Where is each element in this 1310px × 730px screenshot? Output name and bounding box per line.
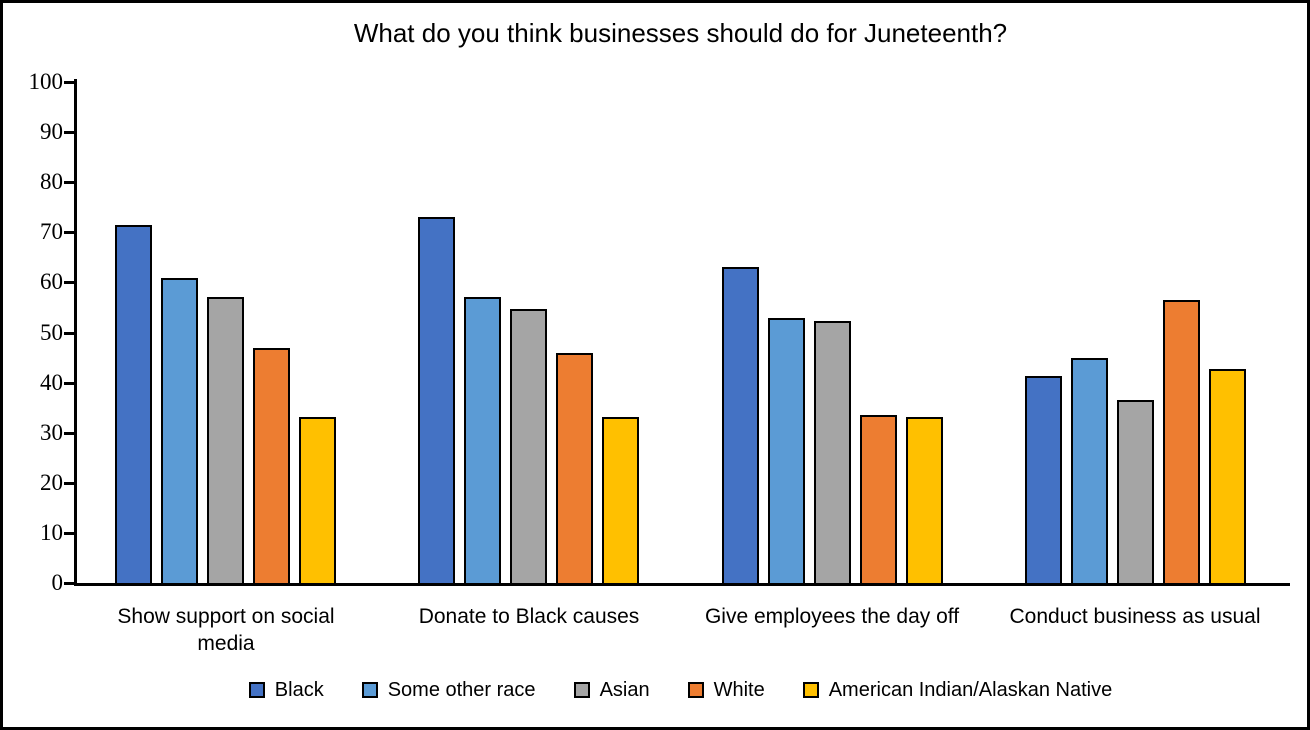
category-label: Donate to Black causes <box>418 605 640 628</box>
legend-item-american-indian-alaskan-native: American Indian/Alaskan Native <box>802 678 1113 702</box>
legend-item-asian: Asian <box>573 678 650 702</box>
bar-asian-cat2 <box>510 309 547 585</box>
legend-label: Asian <box>599 679 650 701</box>
bar-white-cat4 <box>1163 300 1200 585</box>
category-label: Show support on social media <box>117 605 335 655</box>
y-tick-label: 10 <box>40 519 63 545</box>
legend-label: Black <box>274 679 324 701</box>
bar-black-cat4 <box>1025 376 1062 585</box>
chart-title: What do you think businesses should do f… <box>353 18 1008 48</box>
bar-asian-cat3 <box>814 321 851 585</box>
y-tick-label: 70 <box>40 219 63 245</box>
y-tick-label: 20 <box>40 469 63 495</box>
legend-swatch <box>573 682 590 698</box>
y-tick-mark <box>64 81 74 84</box>
bar-black-cat3 <box>722 267 759 585</box>
legend: Black Some other race Asian White American I… <box>74 677 1287 703</box>
y-tick-mark <box>64 331 74 335</box>
y-tick-mark <box>64 582 74 585</box>
legend-item-some-other-race: Some other race <box>361 678 536 702</box>
category-label: Conduct business as usual <box>1009 605 1261 628</box>
legend-swatch <box>802 682 819 698</box>
y-tick-label: 90 <box>40 119 63 145</box>
legend-label: White <box>713 679 765 701</box>
legend-label: American Indian/Alaskan Native <box>828 679 1113 701</box>
y-tick-mark <box>64 131 74 135</box>
x-axis <box>74 583 1290 586</box>
legend-swatch <box>248 682 265 698</box>
y-tick-mark <box>64 481 74 485</box>
bar-some-other-race-cat1 <box>161 278 198 585</box>
bar-american-indian-alaskan-native-cat3 <box>906 417 943 585</box>
y-tick-label: 100 <box>28 69 64 94</box>
bar-american-indian-alaskan-native-cat2 <box>602 417 639 585</box>
legend-swatch <box>687 682 704 698</box>
bar-asian-cat4 <box>1117 400 1154 585</box>
bar-black-cat1 <box>115 225 152 585</box>
bar-some-other-race-cat3 <box>768 318 805 585</box>
bar-some-other-race-cat4 <box>1071 358 1108 585</box>
y-tick-label: 80 <box>40 169 63 195</box>
y-tick-label: 60 <box>40 269 63 295</box>
bar-black-cat2 <box>418 217 455 585</box>
y-tick-label: 50 <box>40 319 63 345</box>
bar-asian-cat1 <box>207 297 244 585</box>
bar-american-indian-alaskan-native-cat4 <box>1209 369 1246 585</box>
bar-white-cat3 <box>860 415 897 585</box>
legend-item-white: White <box>687 678 765 702</box>
bar-some-other-race-cat2 <box>464 297 501 585</box>
y-tick-mark <box>64 181 74 185</box>
y-tick-label: 30 <box>40 419 63 445</box>
bar-american-indian-alaskan-native-cat1 <box>299 417 336 585</box>
y-tick-mark <box>64 231 74 235</box>
bar-white-cat2 <box>556 353 593 585</box>
legend-swatch <box>361 682 378 698</box>
legend-item-black: Black <box>248 678 324 702</box>
y-tick-mark <box>64 431 74 435</box>
y-tick-mark <box>64 531 74 535</box>
category-label: Give employees the day off <box>704 605 960 628</box>
y-tick-mark <box>64 281 74 285</box>
y-tick-label: 40 <box>40 369 63 395</box>
y-tick-label: 0 <box>51 570 64 595</box>
bar-white-cat1 <box>253 348 290 585</box>
y-axis <box>74 79 77 586</box>
y-tick-mark <box>64 381 74 385</box>
legend-label: Some other race <box>387 679 536 701</box>
